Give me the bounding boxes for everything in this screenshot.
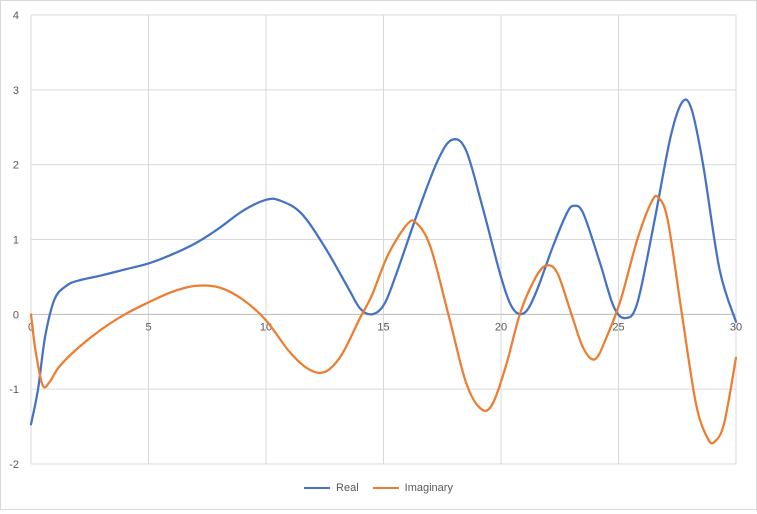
series-line-imaginary — [29, 194, 738, 445]
legend-swatch-real — [304, 487, 331, 489]
y-tick-label: 2 — [13, 160, 19, 172]
x-tick-label: 30 — [730, 321, 742, 333]
x-tick-label: 5 — [145, 321, 151, 333]
y-tick-label: 0 — [13, 309, 19, 321]
x-tick-label: 25 — [612, 321, 624, 333]
legend: Real Imaginary — [0, 482, 757, 494]
y-tick-label: -1 — [9, 384, 19, 396]
y-tick-label: -2 — [9, 459, 19, 471]
legend-item-real: Real — [304, 482, 359, 494]
x-tick-label: 0 — [28, 321, 34, 333]
y-tick-label: 1 — [13, 235, 19, 247]
x-tick-label: 20 — [495, 321, 507, 333]
legend-swatch-imaginary — [372, 487, 399, 489]
y-tick-label: 4 — [13, 10, 19, 22]
legend-label-real: Real — [336, 482, 359, 494]
legend-item-imaginary: Imaginary — [372, 482, 453, 494]
y-tick-label: 3 — [13, 85, 19, 97]
x-tick-label: 15 — [377, 321, 389, 333]
series-line-real — [29, 98, 738, 426]
legend-label-imaginary: Imaginary — [404, 482, 453, 494]
